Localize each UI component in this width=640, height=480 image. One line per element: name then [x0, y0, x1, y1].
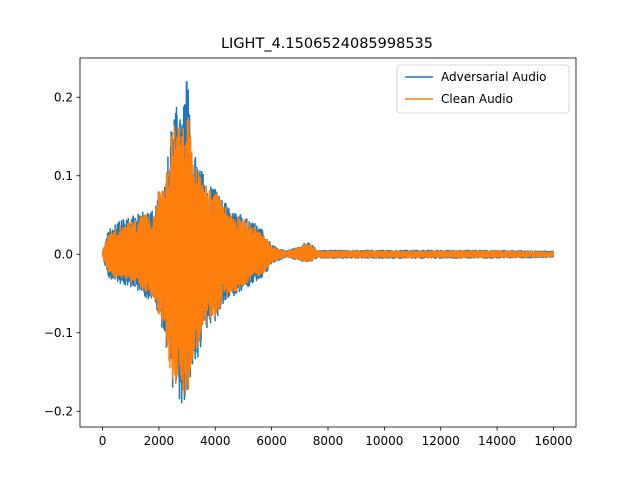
x-tick-label: 10000: [365, 434, 403, 448]
legend: Adversarial Audio Clean Audio: [396, 64, 570, 114]
y-tick-label: −0.2: [44, 404, 73, 418]
series-line-clean-audio: [101, 117, 554, 396]
y-tick-label: 0.1: [54, 169, 73, 183]
x-tick-label: 6000: [256, 434, 287, 448]
x-tick-label: 2000: [144, 434, 175, 448]
axes-layer: 0 2000 4000 6000 8000 10000 12000 14000 16000 −0.…: [44, 57, 577, 448]
y-tick-label: −0.1: [44, 326, 73, 340]
x-tick-label: 0: [99, 434, 107, 448]
x-tick-label: 8000: [313, 434, 344, 448]
x-tick-label: 16000: [534, 434, 572, 448]
y-tick-label: 0.0: [54, 247, 73, 261]
x-tick-label: 4000: [200, 434, 231, 448]
y-tick-label: 0.2: [54, 90, 73, 104]
x-tick-label: 14000: [478, 434, 516, 448]
chart-title: LIGHT_4.1506524085998535: [221, 36, 433, 52]
series-layer: [101, 81, 554, 404]
legend-label: Clean Audio: [441, 92, 513, 106]
legend-box: [396, 64, 570, 114]
x-tick-label: 12000: [422, 434, 460, 448]
legend-label: Adversarial Audio: [441, 70, 547, 84]
